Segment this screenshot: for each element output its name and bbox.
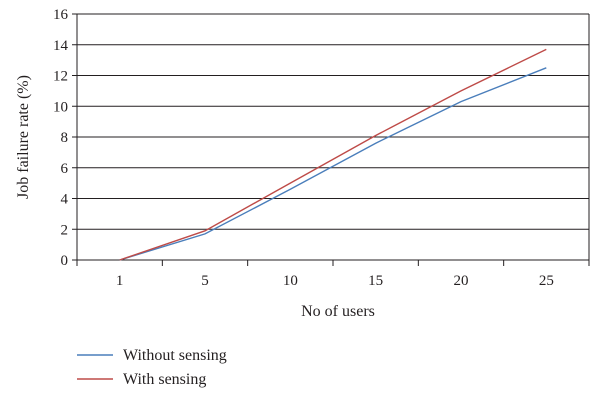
x-tick-label: 20 — [454, 273, 469, 289]
y-tick-label: 4 — [61, 192, 69, 208]
y-tick-label: 10 — [53, 99, 68, 115]
x-tick-label: 1 — [116, 273, 124, 289]
x-tick-label: 5 — [201, 273, 209, 289]
y-tick-label: 16 — [53, 7, 69, 23]
y-tick-label: 14 — [53, 38, 69, 54]
y-tick-label: 2 — [61, 222, 69, 238]
x-tick-label: 15 — [368, 273, 383, 289]
y-axis-title: Job failure rate (%) — [15, 75, 32, 199]
series-line-with-sensing — [119, 48, 547, 261]
x-tick-label: 25 — [539, 273, 554, 289]
legend-label-without-sensing: Without sensing — [123, 347, 227, 364]
series-layer — [119, 48, 547, 261]
y-tick-label: 12 — [53, 69, 68, 85]
grid-layer — [77, 13, 589, 261]
y-tick-label: 8 — [61, 130, 69, 146]
legend-label-with-sensing: With sensing — [123, 371, 206, 388]
axes-layer — [72, 13, 590, 266]
legend: Without sensing With sensing — [77, 347, 227, 388]
x-tick-label: 10 — [283, 273, 298, 289]
y-tick-label: 0 — [61, 253, 69, 269]
y-tick-label: 6 — [61, 161, 69, 177]
series-line-without-sensing — [119, 67, 547, 261]
x-axis-title: No of users — [301, 303, 375, 320]
